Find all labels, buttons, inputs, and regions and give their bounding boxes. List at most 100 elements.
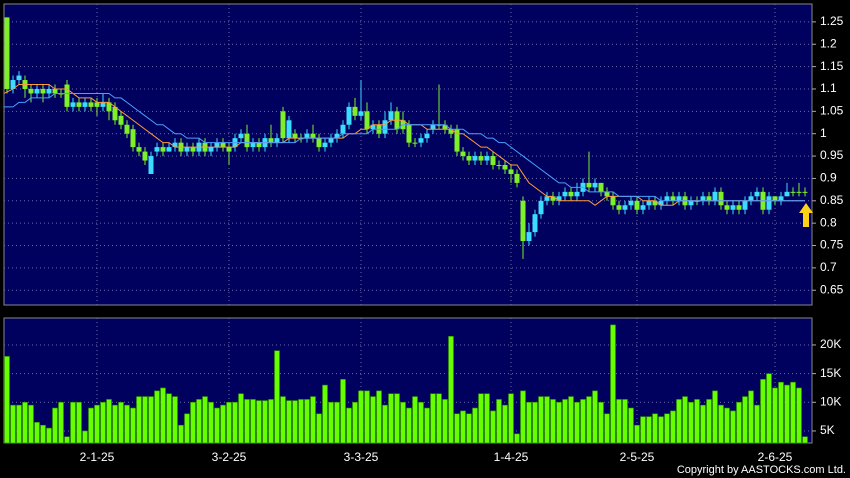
candle-body <box>610 196 616 206</box>
candle-body <box>598 182 604 192</box>
x-tick-label: 2-6-25 <box>758 450 793 464</box>
volume-bar <box>610 324 616 444</box>
y-tick-label: 0.85 <box>820 193 844 207</box>
volume-bar <box>748 390 754 444</box>
volume-bar <box>640 416 646 444</box>
y-tick-label: 10K <box>820 394 841 408</box>
candle-body <box>622 205 628 210</box>
candle-body <box>502 165 508 170</box>
copyright: Copyright by AASTOCKS.com Ltd. <box>677 464 846 476</box>
candle-body <box>442 124 448 130</box>
volume-bar <box>478 393 484 444</box>
candle-body <box>766 196 772 210</box>
volume-bar <box>22 401 28 444</box>
candle-body <box>382 120 388 134</box>
volume-bar <box>388 393 394 444</box>
candle-body <box>328 138 334 143</box>
y-tick-label: 1 <box>820 126 827 140</box>
volume-bar <box>706 399 712 444</box>
volume-bar <box>802 436 808 444</box>
candle-body <box>40 88 46 94</box>
candle-body <box>424 133 430 139</box>
volume-bar <box>166 393 172 444</box>
candle-body <box>700 196 706 201</box>
volume-bar <box>40 424 46 444</box>
volume-bar <box>622 399 628 444</box>
candle-body <box>238 133 244 139</box>
volume-bar <box>520 390 526 444</box>
volume-bar <box>676 399 682 444</box>
candle-body <box>388 111 394 121</box>
candle-body <box>292 133 298 139</box>
volume-bar <box>232 401 238 444</box>
volume-bar <box>202 396 208 444</box>
plot-area <box>3 3 813 306</box>
volume-bar <box>412 396 418 444</box>
volume-bar <box>730 410 736 444</box>
candle-body <box>94 102 100 107</box>
candle-body <box>496 165 502 167</box>
volume-bar <box>244 399 250 444</box>
volume-bar <box>4 356 10 444</box>
volume-bar <box>532 401 538 444</box>
volume-bar <box>502 404 508 444</box>
candle-body <box>628 200 634 206</box>
candle-body <box>286 120 292 139</box>
volume-bar <box>94 404 100 444</box>
candle-body <box>532 214 538 233</box>
candle-body <box>742 200 748 210</box>
volume-bar <box>52 407 58 444</box>
volume-bar <box>358 390 364 444</box>
candle-body <box>706 196 712 201</box>
moving-average-line <box>4 92 805 202</box>
volume-bar <box>328 401 334 444</box>
candle-body <box>370 124 376 130</box>
volume-bar <box>346 407 352 444</box>
candle-body <box>88 102 94 107</box>
candle-body <box>100 102 106 107</box>
volume-bar <box>460 410 466 444</box>
volume-bar <box>472 407 478 444</box>
volume-bar <box>184 413 190 444</box>
volume-bar <box>784 384 790 444</box>
candle-body <box>562 191 568 197</box>
volume-bar <box>508 393 514 444</box>
volume-bar <box>718 404 724 444</box>
volume-bar <box>484 393 490 444</box>
volume-bar <box>466 413 472 444</box>
volume-bar <box>172 396 178 444</box>
candle-body <box>166 147 172 152</box>
candle-body <box>70 102 76 107</box>
volume-bar <box>262 400 268 444</box>
volume-bar <box>340 379 346 444</box>
volume-bar <box>118 401 124 444</box>
volume-bar <box>310 396 316 444</box>
candle-body <box>16 75 22 81</box>
candle-body <box>4 17 10 89</box>
y-tick-label: 0.9 <box>820 171 837 185</box>
volume-bar <box>670 410 676 444</box>
candle-body <box>490 156 496 166</box>
candle-body <box>214 142 220 148</box>
candle-body <box>478 156 484 161</box>
candle-body <box>346 106 352 125</box>
volume-bar <box>250 399 256 444</box>
candle-body <box>142 151 148 161</box>
y-tick-label: 1.25 <box>820 14 844 28</box>
volume-bar <box>322 384 328 444</box>
y-tick-label: 0.75 <box>820 238 844 252</box>
candle-body <box>748 196 754 201</box>
volume-bar <box>496 399 502 444</box>
candle-body <box>106 102 112 112</box>
moving-average-line <box>3 84 805 206</box>
volume-bar <box>538 396 544 444</box>
volume-bar <box>208 401 214 444</box>
volume-bar <box>754 404 760 444</box>
candle-body <box>406 124 412 143</box>
candle-body <box>634 200 640 210</box>
volume-bar <box>112 404 118 444</box>
y-tick-label: 1.1 <box>820 81 837 95</box>
candle-body <box>586 182 592 188</box>
candle-body <box>472 156 478 161</box>
candle-body <box>10 80 16 89</box>
